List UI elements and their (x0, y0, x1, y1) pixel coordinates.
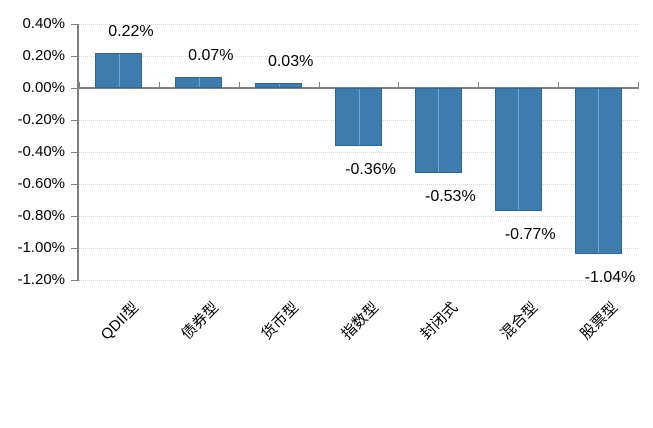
data-label: -0.77% (504, 226, 556, 244)
y-gridline (79, 23, 638, 25)
y-axis-tick (71, 280, 77, 281)
y-axis-label: -0.60% (17, 175, 65, 192)
x-axis-tick (638, 82, 639, 88)
y-gridline (79, 183, 638, 185)
y-axis-label: -0.20% (17, 111, 65, 128)
bar-center-highlight (518, 89, 520, 211)
y-axis-label: -1.00% (17, 239, 65, 256)
y-gridline (79, 55, 638, 57)
y-axis-label: 0.40% (22, 15, 65, 32)
x-axis-tick (558, 82, 560, 88)
y-gridline (79, 151, 638, 153)
y-axis-line (77, 24, 79, 281)
x-axis-tick (238, 82, 240, 88)
y-axis-tick (71, 24, 77, 25)
y-axis-label: 0.00% (22, 79, 65, 96)
y-axis-tick (71, 120, 77, 121)
x-axis-tick (478, 82, 480, 88)
bar-center-highlight (278, 84, 280, 87)
x-axis-tick (158, 82, 160, 88)
bar (574, 88, 622, 255)
y-axis-label: 0.20% (22, 47, 65, 64)
data-label: 0.07% (188, 46, 234, 64)
bar-center-highlight (198, 77, 200, 87)
data-label: -0.53% (424, 187, 476, 205)
x-axis-tick (318, 82, 320, 88)
x-axis-tick (79, 82, 80, 88)
bar (175, 76, 223, 88)
data-label: 0.03% (267, 53, 314, 71)
y-axis-label: -1.20% (17, 271, 65, 288)
bar-center-highlight (438, 89, 440, 172)
bar-center-highlight (358, 89, 360, 145)
bar (494, 88, 542, 212)
y-axis-label: -0.40% (17, 143, 65, 160)
y-axis-tick (71, 152, 77, 153)
data-label: -1.04% (584, 269, 636, 287)
y-axis-label: -0.80% (17, 207, 65, 224)
y-axis-tick (71, 88, 77, 89)
bar (255, 83, 303, 88)
y-axis-tick (71, 216, 77, 217)
data-label: -0.36% (345, 160, 396, 178)
bar (414, 88, 462, 173)
y-gridline (79, 247, 638, 249)
x-axis-tick (398, 82, 400, 88)
bar-center-highlight (118, 53, 120, 87)
y-gridline (79, 279, 638, 281)
bar (335, 88, 382, 146)
bar-center-highlight (598, 89, 600, 254)
y-axis-tick (71, 56, 77, 57)
y-axis-tick (71, 184, 77, 185)
data-label: 0.22% (108, 22, 154, 40)
y-gridline (79, 215, 638, 217)
bar (95, 52, 143, 88)
y-axis-tick (71, 248, 77, 249)
